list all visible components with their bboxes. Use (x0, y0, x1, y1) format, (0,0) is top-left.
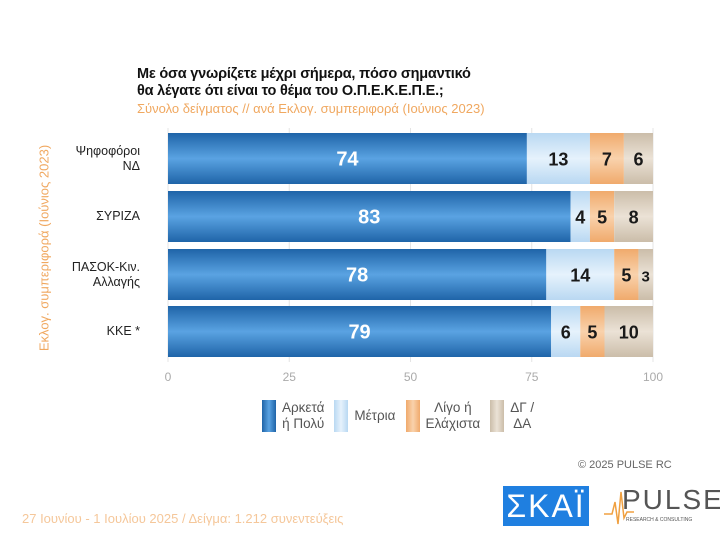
bar-segment (604, 306, 653, 357)
x-tick-label: 100 (643, 370, 663, 384)
data-label: 4 (575, 208, 585, 228)
footer-fieldwork: 27 Ιουνίου - 1 Ιουλίου 2025 / Δείγμα: 1.… (22, 511, 344, 526)
data-label: 83 (358, 207, 380, 229)
data-label: 10 (619, 323, 639, 343)
bar-segment (580, 306, 605, 357)
category-label-line: Ψηφοφόροι (75, 143, 140, 158)
bar-segment (638, 249, 653, 300)
category-label: ΠΑΣΟΚ-Κιν. Αλλαγής (72, 260, 140, 290)
title-line: Με όσα γνωρίζετε μέχρι σήμερα, πόσο σημα… (137, 66, 471, 82)
skai-logo: ΣΚΑΪ (503, 486, 589, 526)
legend-label: Αρκετά ή Πολύ (282, 400, 325, 431)
data-label: 78 (346, 265, 368, 287)
bar-segment (168, 249, 547, 300)
category-label-line: ΝΔ (122, 158, 140, 173)
bar-segment (589, 133, 624, 184)
category-label-line: ΚΚΕ * (106, 324, 140, 338)
data-label: 3 (642, 269, 650, 286)
bar-segment (546, 249, 615, 300)
bar-segment (168, 306, 552, 357)
legend-label: Λίγο ή Ελάχιστα (425, 400, 481, 431)
x-tick-label: 75 (525, 370, 539, 384)
title-line: θα λέγατε ότι είναι το θέμα του Ο.Π.Ε.Κ.… (137, 83, 444, 99)
category-label-line: ΠΑΣΟΚ-Κιν. (71, 259, 140, 274)
legend-label: ΔΓ / ΔΑ (510, 400, 535, 431)
data-label: 5 (587, 323, 597, 343)
legend-swatch (334, 400, 349, 432)
category-label: ΚΚΕ * (107, 324, 140, 339)
bar-segment (551, 306, 581, 357)
data-label: 5 (621, 266, 631, 286)
legend-item: Αρκετά ή Πολύ (262, 400, 324, 432)
category-label: Ψηφοφόροι ΝΔ (76, 144, 140, 174)
bar-segment (570, 191, 590, 242)
legend-swatch (490, 400, 505, 432)
data-label: 6 (561, 323, 571, 343)
category-label-line: Αλλαγής (92, 274, 140, 289)
copyright: © 2025 PULSE RC (578, 459, 672, 471)
x-tick-label: 25 (283, 370, 297, 384)
bar-segment (526, 133, 590, 184)
legend-item: Μέτρια (334, 400, 396, 432)
data-label: 13 (548, 150, 568, 170)
legend-swatch (262, 400, 276, 432)
bar-segment (168, 191, 571, 242)
x-tick-label: 0 (165, 370, 172, 384)
data-label: 5 (597, 208, 607, 228)
chart-title: Με όσα γνωρίζετε μέχρι σήμερα, πόσο σημα… (137, 66, 471, 100)
x-tick-label: 50 (404, 370, 418, 384)
legend: Αρκετά ή Πολύ Μέτρια Λίγο ή Ελάχιστα ΔΓ / ΔΑ (262, 400, 544, 432)
chart-subtitle: Σύνολο δείγματος // ανά Εκλογ. συμπεριφο… (137, 101, 485, 116)
bar-segment (614, 249, 639, 300)
legend-label: Μέτρια (354, 408, 396, 423)
category-label-line: ΣΥΡΙΖΑ (96, 209, 140, 223)
legend-item: Λίγο ή Ελάχιστα (405, 400, 481, 432)
pulse-logo: PULSE RESEARCH & CONSULTING (604, 484, 720, 528)
data-label: 6 (633, 150, 643, 170)
data-label: 7 (602, 150, 612, 170)
bar-segment (168, 133, 527, 184)
data-label: 74 (336, 149, 359, 171)
legend-swatch (405, 400, 420, 432)
category-label: ΣΥΡΙΖΑ (96, 209, 140, 224)
data-label: 79 (348, 322, 370, 344)
data-label: 8 (629, 208, 639, 228)
bar-segment (623, 133, 653, 184)
bar-segment (589, 191, 615, 242)
bar-segment (614, 191, 653, 242)
legend-item: ΔΓ / ΔΑ (490, 400, 534, 432)
data-label: 14 (570, 266, 590, 286)
